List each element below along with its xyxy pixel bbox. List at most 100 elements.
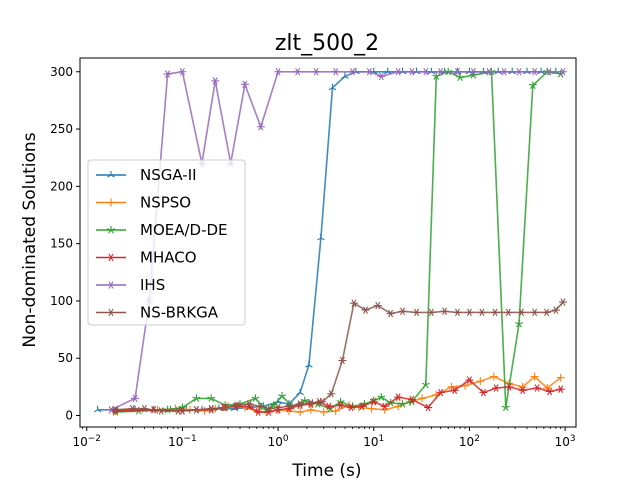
data-point xyxy=(465,308,474,317)
data-point xyxy=(312,67,321,76)
data-point xyxy=(331,67,340,76)
data-point xyxy=(140,404,149,413)
axes-frame xyxy=(79,57,577,428)
data-point xyxy=(254,408,263,416)
data-point xyxy=(207,394,216,402)
x-tick-exponent: 0 xyxy=(283,434,289,444)
data-point xyxy=(256,402,265,411)
legend-label: NS-BRKGA xyxy=(140,304,219,322)
data-point xyxy=(293,67,302,76)
data-point xyxy=(107,281,115,289)
legend-label: IHS xyxy=(140,276,165,294)
y-tick-label: 250 xyxy=(50,122,73,136)
data-point xyxy=(300,396,309,405)
data-point xyxy=(269,401,278,409)
data-point xyxy=(240,80,249,89)
data-point xyxy=(265,404,274,413)
y-axis-label: Non-dominated Solutions xyxy=(20,132,40,347)
data-point xyxy=(456,73,465,82)
x-tick-exponent: 1 xyxy=(379,434,385,444)
data-point xyxy=(440,307,449,316)
legend-label: MOEA/D-DE xyxy=(140,221,228,239)
data-point xyxy=(107,198,115,207)
y-tick-label: 300 xyxy=(50,65,73,79)
data-point xyxy=(305,361,313,368)
x-tick-base: 10 xyxy=(268,435,283,449)
data-point xyxy=(357,402,366,411)
legend-item: IHS xyxy=(96,276,165,294)
data-point xyxy=(131,394,140,403)
data-point xyxy=(157,407,166,415)
data-point xyxy=(349,299,358,308)
x-tick-base: 10 xyxy=(459,435,474,449)
legend-item: MHACO xyxy=(96,249,197,267)
data-point xyxy=(360,400,369,408)
data-point xyxy=(348,67,357,76)
data-point xyxy=(331,406,340,415)
data-point xyxy=(178,67,187,76)
data-point xyxy=(174,407,183,415)
data-point xyxy=(421,67,430,76)
data-point xyxy=(398,400,407,408)
data-point xyxy=(501,403,510,412)
data-point xyxy=(274,67,283,76)
data-point xyxy=(373,301,382,310)
x-tick-label: 103 xyxy=(555,434,576,449)
data-point xyxy=(369,396,378,405)
data-point xyxy=(528,81,537,90)
x-tick-base: 10 xyxy=(72,435,87,449)
data-point xyxy=(533,384,542,392)
data-point xyxy=(545,67,554,76)
data-point xyxy=(500,67,509,76)
legend-item: NS-BRKGA xyxy=(96,304,219,322)
data-point xyxy=(256,122,265,131)
data-point xyxy=(407,395,416,404)
data-point xyxy=(93,405,102,413)
data-point xyxy=(450,386,459,395)
data-point xyxy=(383,67,392,75)
data-point xyxy=(341,72,349,79)
data-point xyxy=(469,67,478,76)
data-point xyxy=(207,406,216,414)
data-point xyxy=(530,372,539,381)
data-point xyxy=(394,393,403,401)
x-axis-label: Time (s) xyxy=(291,461,361,480)
data-point xyxy=(412,308,421,317)
data-point xyxy=(394,67,403,76)
data-point xyxy=(556,385,565,393)
data-point xyxy=(318,398,327,406)
data-point xyxy=(504,308,513,317)
series-ns-brkga xyxy=(111,298,567,415)
data-point xyxy=(324,402,333,411)
data-point xyxy=(361,306,370,314)
data-point xyxy=(377,393,386,401)
data-point xyxy=(424,403,433,412)
data-point xyxy=(284,402,293,411)
legend-label: NSPSO xyxy=(140,194,191,212)
data-point xyxy=(407,67,416,76)
data-point xyxy=(317,233,325,241)
data-point xyxy=(128,404,137,413)
data-point xyxy=(163,70,172,78)
data-point xyxy=(367,404,376,413)
data-point xyxy=(508,67,516,75)
data-point xyxy=(211,77,220,85)
data-point xyxy=(530,308,539,317)
x-tick-base: 10 xyxy=(555,435,570,449)
data-point xyxy=(306,405,315,414)
data-point xyxy=(107,226,115,234)
data-point xyxy=(336,397,345,406)
x-tick-base: 10 xyxy=(363,435,378,449)
data-point xyxy=(398,307,407,316)
y-tick-label: 0 xyxy=(65,409,73,423)
data-point xyxy=(369,398,378,406)
chart-title: zlt_500_2 xyxy=(275,31,379,56)
x-tick-exponent: −1 xyxy=(183,434,196,444)
data-point xyxy=(556,373,565,382)
data-point xyxy=(484,67,493,76)
data-point xyxy=(386,398,395,407)
data-point xyxy=(178,403,187,412)
data-point xyxy=(494,67,503,75)
y-tick-label: 100 xyxy=(50,294,73,308)
x-tick-label: 102 xyxy=(459,434,480,449)
